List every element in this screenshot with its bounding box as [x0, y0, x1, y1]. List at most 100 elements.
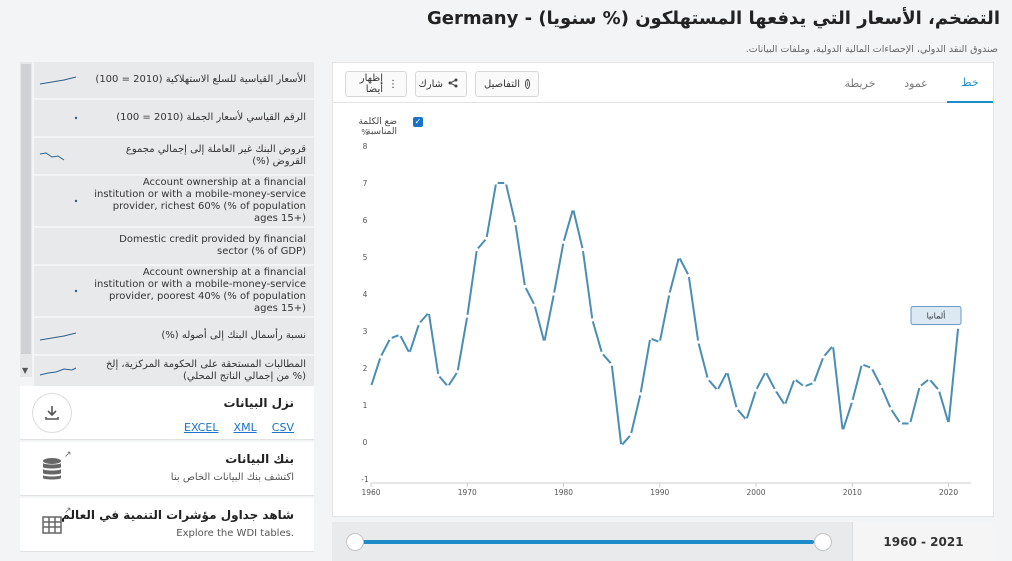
sparkline: [74, 199, 78, 203]
data-point: [687, 273, 691, 278]
related-indicator-item[interactable]: المطالبات المستحقة على الحكومة المركزية،…: [34, 356, 314, 386]
data-point: [927, 377, 931, 381]
data-point: [831, 344, 835, 348]
y-tick-label: 1: [363, 401, 368, 410]
data-point: [533, 303, 537, 307]
databank-card[interactable]: ↗ بنك البيانات اكتشف بنك البيانات الخاص …: [20, 442, 314, 496]
data-point: [937, 388, 941, 392]
data-point: [552, 292, 556, 296]
related-indicator-label: الأسعار القياسية للسلع الاستهلاكية (2010…: [95, 74, 306, 85]
slider-end-handle[interactable]: [814, 533, 832, 551]
data-point: [590, 318, 594, 322]
year-range-slider[interactable]: [332, 522, 852, 561]
data-point: [956, 325, 960, 329]
data-point: [513, 222, 517, 226]
download-icon[interactable]: [32, 393, 72, 433]
data-point: [484, 236, 489, 241]
data-point: [667, 292, 672, 296]
data-point: [398, 333, 402, 337]
data-point: [561, 240, 566, 244]
data-point: [735, 407, 739, 411]
sparkline: [38, 238, 78, 254]
data-point: [542, 340, 546, 344]
database-icon[interactable]: [32, 449, 72, 489]
sparkline: [39, 76, 77, 85]
data-point: [715, 388, 720, 392]
data-point: [446, 384, 450, 389]
databank-subtitle: اكتشف بنك البيانات الخاص بنا: [170, 472, 294, 483]
related-indicator-item[interactable]: الرقم القياسي لأسعار الجملة (2010 = 100): [34, 100, 314, 136]
data-point: [407, 351, 412, 355]
data-point: [638, 392, 643, 396]
data-point: [504, 181, 508, 185]
slider-track[interactable]: [354, 540, 814, 544]
x-tick-label: 2000: [746, 488, 765, 497]
source-note[interactable]: صندوق النقد الدولي، الإحصاءات المالية ال…: [745, 44, 998, 55]
y-tick-label: 6: [363, 216, 368, 225]
scroll-down-icon[interactable]: ▼: [22, 366, 29, 375]
download-csv-link[interactable]: CSV: [271, 421, 294, 434]
data-point: [889, 407, 893, 411]
data-point: [600, 351, 604, 355]
data-point: [369, 384, 373, 389]
slider-start-handle[interactable]: [346, 533, 364, 551]
related-indicators: ▼ الأسعار القياسية للسلع الاستهلاكية (20…: [20, 62, 314, 386]
data-point: [783, 403, 787, 407]
x-tick-label: 2010: [843, 488, 862, 497]
data-point: [648, 336, 652, 340]
data-point: [436, 373, 440, 377]
data-point: [744, 418, 749, 422]
best-fit-label: ضع الكلمة المناسبة: [358, 117, 397, 137]
wdi-card[interactable]: ↗ شاهد جداول مؤشرات التنمية في العالم Ex…: [20, 498, 314, 552]
related-indicator-label: المطالبات المستحقة على الحكومة المركزية،…: [105, 359, 306, 382]
download-excel-link[interactable]: EXCEL: [184, 421, 219, 434]
show-also-button[interactable]: ⋮ إظهار أيضا: [345, 71, 407, 97]
data-point: [841, 429, 845, 433]
tab-map[interactable]: خريطة: [844, 76, 876, 90]
table-icon[interactable]: [32, 505, 72, 545]
data-point: [764, 370, 768, 374]
external-link-icon: ↗: [64, 506, 72, 516]
x-tick-label: 1960: [361, 488, 380, 497]
data-point: [821, 355, 826, 359]
sidebar-scrollbar[interactable]: ▼: [20, 62, 32, 377]
series-annotation-label: ألمانيا: [927, 311, 946, 321]
y-tick-label: 4: [363, 290, 368, 299]
related-indicator-item[interactable]: Account ownership at a financial institu…: [34, 266, 314, 316]
data-point: [388, 336, 392, 340]
chart-panel: ⋮ إظهار أيضا شارك i التفاصيل خط عمود خري…: [332, 62, 994, 517]
scrollbar-thumb[interactable]: [21, 64, 31, 354]
databank-title: بنك البيانات: [225, 452, 294, 466]
share-button[interactable]: شارك: [415, 71, 467, 97]
data-point: [898, 421, 903, 426]
related-indicator-item[interactable]: قروض البنك غير العاملة إلى إجمالي مجموع …: [34, 138, 314, 174]
sparkline: [74, 289, 78, 293]
tab-line[interactable]: خط: [947, 63, 993, 103]
related-indicator-item[interactable]: الأسعار القياسية للسلع الاستهلاكية (2010…: [34, 62, 314, 98]
data-point: [494, 181, 498, 185]
download-xml-link[interactable]: XML: [233, 421, 257, 434]
data-point: [802, 384, 806, 389]
data-point: [908, 421, 912, 426]
page-title: التضخم، الأسعار التي يدفعها المستهلكون (…: [427, 8, 1000, 29]
data-point: [869, 366, 874, 370]
tab-column[interactable]: عمود: [904, 76, 928, 90]
best-fit-checkbox[interactable]: ✓: [413, 117, 423, 127]
related-indicator-item[interactable]: Account ownership at a financial institu…: [34, 176, 314, 226]
y-tick-label: 0: [363, 438, 368, 447]
related-indicator-item[interactable]: نسبة رأسمال البنك إلى أصوله (%): [34, 318, 314, 354]
data-point: [629, 433, 633, 437]
sparkline: [39, 152, 65, 161]
data-point: [465, 314, 469, 318]
wdi-title: شاهد جداول مؤشرات التنمية في العالم: [61, 508, 294, 522]
related-indicator-label: Account ownership at a financial institu…: [94, 177, 306, 224]
data-point: [754, 388, 758, 392]
data-point: [581, 248, 585, 252]
y-axis-unit: %: [361, 128, 369, 137]
details-button[interactable]: i التفاصيل: [475, 71, 539, 97]
year-range-label: 1960 - 2021: [852, 522, 994, 561]
show-also-label: إظهار أيضا: [359, 73, 383, 95]
data-point: [523, 285, 527, 289]
series-line: [370, 182, 960, 447]
related-indicator-item[interactable]: Domestic credit provided by financial se…: [34, 228, 314, 264]
